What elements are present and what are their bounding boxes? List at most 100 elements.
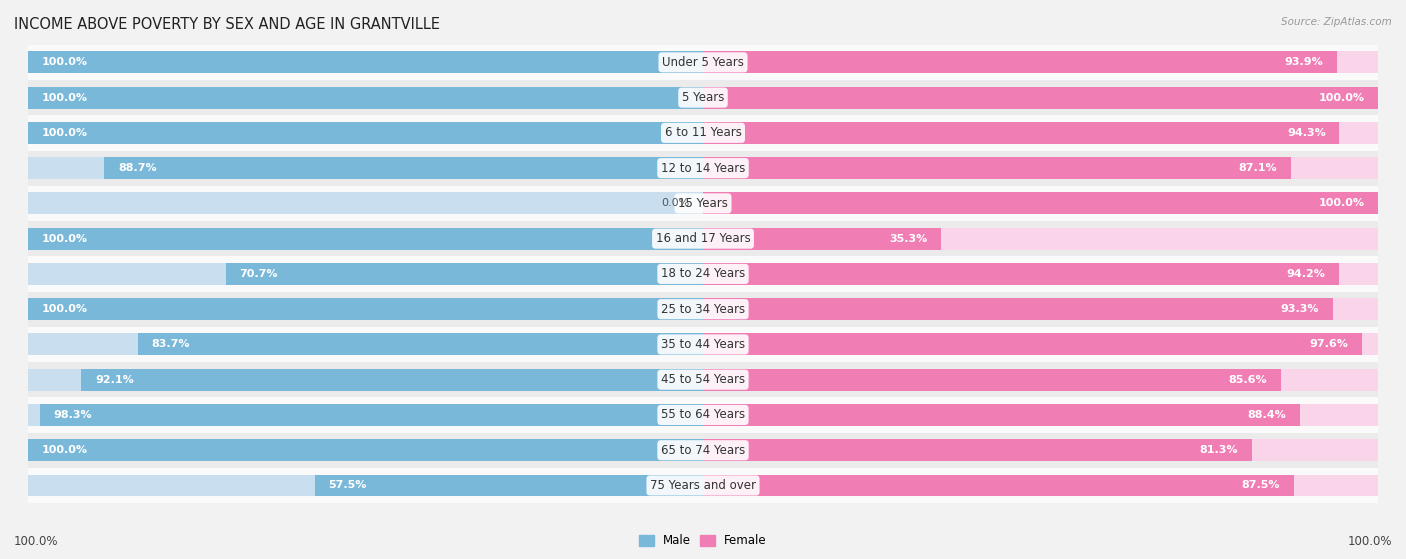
Text: 88.7%: 88.7% — [118, 163, 156, 173]
Bar — [28, 87, 703, 108]
Text: Under 5 Years: Under 5 Years — [662, 56, 744, 69]
Text: 100.0%: 100.0% — [42, 445, 87, 455]
Text: 87.1%: 87.1% — [1239, 163, 1277, 173]
Text: 98.3%: 98.3% — [53, 410, 91, 420]
Bar — [28, 122, 703, 144]
Bar — [28, 256, 1378, 292]
Text: INCOME ABOVE POVERTY BY SEX AND AGE IN GRANTVILLE: INCOME ABOVE POVERTY BY SEX AND AGE IN G… — [14, 17, 440, 32]
Bar — [703, 475, 1378, 496]
Text: 92.1%: 92.1% — [96, 375, 134, 385]
Bar — [703, 334, 1378, 356]
Text: 100.0%: 100.0% — [14, 535, 59, 548]
Bar — [703, 439, 1378, 461]
Bar — [28, 87, 703, 108]
Text: 94.3%: 94.3% — [1286, 128, 1326, 138]
Bar — [28, 439, 703, 461]
Text: 45 to 54 Years: 45 to 54 Years — [661, 373, 745, 386]
Bar — [226, 263, 703, 285]
Bar — [82, 369, 703, 391]
Text: 100.0%: 100.0% — [1319, 198, 1364, 209]
Bar — [28, 157, 703, 179]
Bar — [315, 475, 703, 496]
Bar — [28, 186, 1378, 221]
Text: 87.5%: 87.5% — [1241, 481, 1279, 490]
Text: 97.6%: 97.6% — [1309, 339, 1348, 349]
Bar — [28, 292, 1378, 327]
Text: 100.0%: 100.0% — [42, 58, 87, 67]
Text: 88.4%: 88.4% — [1247, 410, 1286, 420]
Bar — [703, 228, 941, 249]
Bar — [703, 369, 1378, 391]
Text: 83.7%: 83.7% — [152, 339, 190, 349]
Text: Source: ZipAtlas.com: Source: ZipAtlas.com — [1281, 17, 1392, 27]
Text: 100.0%: 100.0% — [42, 304, 87, 314]
Bar — [28, 299, 703, 320]
Bar — [28, 122, 703, 144]
Bar — [703, 299, 1378, 320]
Bar — [703, 87, 1378, 108]
Bar — [28, 439, 703, 461]
Bar — [28, 404, 703, 426]
Bar — [703, 122, 1378, 144]
Bar — [28, 45, 1378, 80]
Bar — [28, 369, 703, 391]
Text: 93.9%: 93.9% — [1285, 58, 1323, 67]
Bar — [703, 404, 1299, 426]
Text: 93.3%: 93.3% — [1281, 304, 1319, 314]
Bar — [28, 228, 703, 249]
Text: 12 to 14 Years: 12 to 14 Years — [661, 162, 745, 174]
Bar — [28, 115, 1378, 150]
Bar — [703, 122, 1340, 144]
Bar — [703, 157, 1378, 179]
Text: 35 to 44 Years: 35 to 44 Years — [661, 338, 745, 351]
Text: 35.3%: 35.3% — [890, 234, 928, 244]
Text: 100.0%: 100.0% — [1319, 93, 1364, 103]
Legend: Male, Female: Male, Female — [634, 530, 772, 552]
Text: 100.0%: 100.0% — [42, 234, 87, 244]
Bar — [703, 192, 1378, 214]
Bar — [28, 221, 1378, 256]
Text: 6 to 11 Years: 6 to 11 Years — [665, 126, 741, 139]
Bar — [703, 404, 1378, 426]
Text: 94.2%: 94.2% — [1286, 269, 1326, 279]
Bar — [28, 263, 703, 285]
Bar — [28, 327, 1378, 362]
Bar — [28, 80, 1378, 115]
Bar — [104, 157, 703, 179]
Text: 85.6%: 85.6% — [1229, 375, 1267, 385]
Text: 55 to 64 Years: 55 to 64 Years — [661, 409, 745, 421]
Bar — [39, 404, 703, 426]
Bar — [138, 334, 703, 356]
Text: 16 and 17 Years: 16 and 17 Years — [655, 232, 751, 245]
Bar — [703, 228, 1378, 249]
Bar — [28, 228, 703, 249]
Bar — [28, 397, 1378, 433]
Text: 75 Years and over: 75 Years and over — [650, 479, 756, 492]
Text: 25 to 34 Years: 25 to 34 Years — [661, 302, 745, 316]
Text: 0.0%: 0.0% — [661, 198, 689, 209]
Bar — [28, 475, 703, 496]
Bar — [28, 362, 1378, 397]
Text: 15 Years: 15 Years — [678, 197, 728, 210]
Bar — [28, 299, 703, 320]
Bar — [703, 51, 1378, 73]
Text: 65 to 74 Years: 65 to 74 Years — [661, 444, 745, 457]
Bar — [28, 51, 703, 73]
Bar — [703, 439, 1251, 461]
Bar — [28, 468, 1378, 503]
Bar — [28, 433, 1378, 468]
Text: 18 to 24 Years: 18 to 24 Years — [661, 267, 745, 281]
Text: 100.0%: 100.0% — [42, 128, 87, 138]
Bar — [703, 263, 1339, 285]
Text: 81.3%: 81.3% — [1199, 445, 1239, 455]
Text: 5 Years: 5 Years — [682, 91, 724, 104]
Bar — [703, 299, 1333, 320]
Bar — [28, 51, 703, 73]
Bar — [703, 475, 1294, 496]
Bar — [703, 87, 1378, 108]
Text: 100.0%: 100.0% — [42, 93, 87, 103]
Text: 100.0%: 100.0% — [1347, 535, 1392, 548]
Bar — [703, 263, 1378, 285]
Text: 57.5%: 57.5% — [329, 481, 367, 490]
Bar — [28, 150, 1378, 186]
